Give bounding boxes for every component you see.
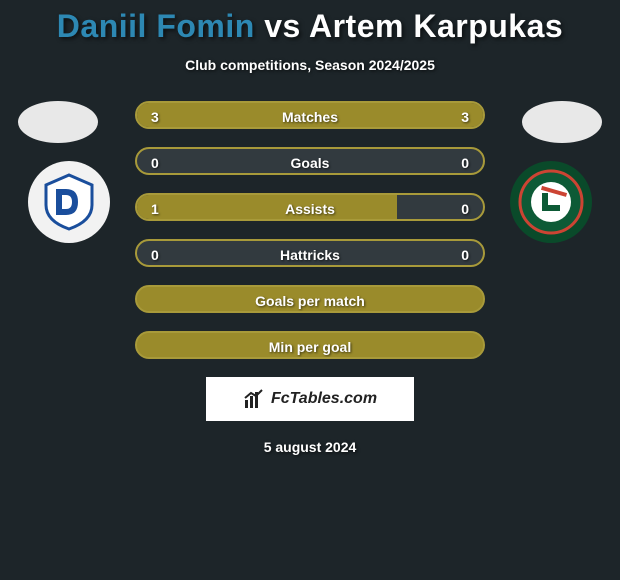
player1-name: Daniil Fomin xyxy=(57,8,255,44)
stat-label: Goals per match xyxy=(137,287,483,313)
page-title: Daniil Fomin vs Artem Karpukas xyxy=(0,0,620,45)
stat-label: Matches xyxy=(137,103,483,129)
dynamo-badge-icon xyxy=(38,171,100,233)
stat-row: Goals per match xyxy=(135,285,485,313)
player2-avatar xyxy=(522,101,602,143)
stat-row: 10Assists xyxy=(135,193,485,221)
stat-label: Min per goal xyxy=(137,333,483,359)
brand-text: FcTables.com xyxy=(271,390,377,408)
player2-name: Artem Karpukas xyxy=(309,8,563,44)
vs-text: vs xyxy=(264,8,301,44)
stats-list: 33Matches 00Goals 10Assists 00Hattricks Goal… xyxy=(135,101,485,359)
brand-box: FcTables.com xyxy=(206,377,414,421)
stat-row: 00Goals xyxy=(135,147,485,175)
date-text: 5 august 2024 xyxy=(0,439,620,455)
player1-club-badge xyxy=(28,161,110,243)
lokomotiv-badge-icon xyxy=(518,169,584,235)
subtitle: Club competitions, Season 2024/2025 xyxy=(0,57,620,73)
stat-row: 33Matches xyxy=(135,101,485,129)
comparison-panel: 33Matches 00Goals 10Assists 00Hattricks Goal… xyxy=(0,101,620,455)
player1-avatar xyxy=(18,101,98,143)
stat-row: Min per goal xyxy=(135,331,485,359)
stat-label: Assists xyxy=(137,195,483,221)
stat-row: 00Hattricks xyxy=(135,239,485,267)
player2-club-badge xyxy=(510,161,592,243)
stat-label: Goals xyxy=(137,149,483,175)
stat-label: Hattricks xyxy=(137,241,483,267)
chart-icon xyxy=(243,388,265,410)
